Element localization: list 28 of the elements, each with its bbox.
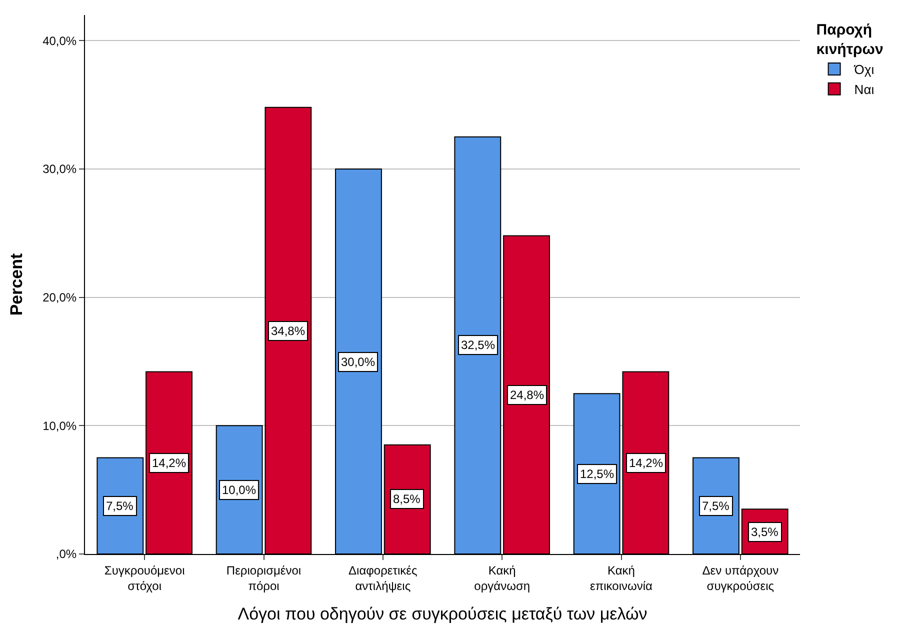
data-label: 7,5% xyxy=(702,499,730,513)
x-axis-title: Λόγοι που οδηγούν σε συγκρούσεις μεταξύ των μελών xyxy=(238,604,648,624)
y-axis-title: Percent xyxy=(7,252,26,316)
x-tick-label: Περιορισμένοι πόροι xyxy=(226,563,302,593)
data-label: 30,0% xyxy=(341,355,376,369)
data-label: 10,0% xyxy=(222,483,256,497)
y-tick-label: 20,0% xyxy=(42,290,77,305)
x-tick-label: Συγκρουόμενοι στόχοι xyxy=(104,563,186,593)
data-label: 14,2% xyxy=(152,456,186,470)
y-tick-label: 10,0% xyxy=(42,418,77,433)
legend-label: Ναι xyxy=(854,82,874,97)
legend-title: Παροχή κινήτρων xyxy=(816,22,884,58)
x-tick-label: Διαφορετικές αντιλήψεις xyxy=(348,563,418,593)
y-tick-label: ,0% xyxy=(56,547,77,562)
x-tick-label: Κακή επικοινωνία xyxy=(590,563,653,593)
y-tick-label: 40,0% xyxy=(42,34,77,48)
data-label: 8,5% xyxy=(393,492,421,506)
legend-label: Όχι xyxy=(853,62,874,78)
data-label: 3,5% xyxy=(751,525,779,539)
x-tick-label: Δεν υπάρχουν συγκρούσεις xyxy=(702,563,779,593)
data-label: 34,8% xyxy=(271,324,306,338)
data-label: 32,5% xyxy=(461,338,496,352)
x-tick-label: Κακή οργάνωση xyxy=(474,563,530,593)
data-label: 24,8% xyxy=(510,388,544,402)
data-label: 12,5% xyxy=(580,467,614,481)
y-tick-label: 30,0% xyxy=(42,162,77,176)
data-label: 7,5% xyxy=(106,499,134,513)
data-label: 14,2% xyxy=(629,456,664,470)
